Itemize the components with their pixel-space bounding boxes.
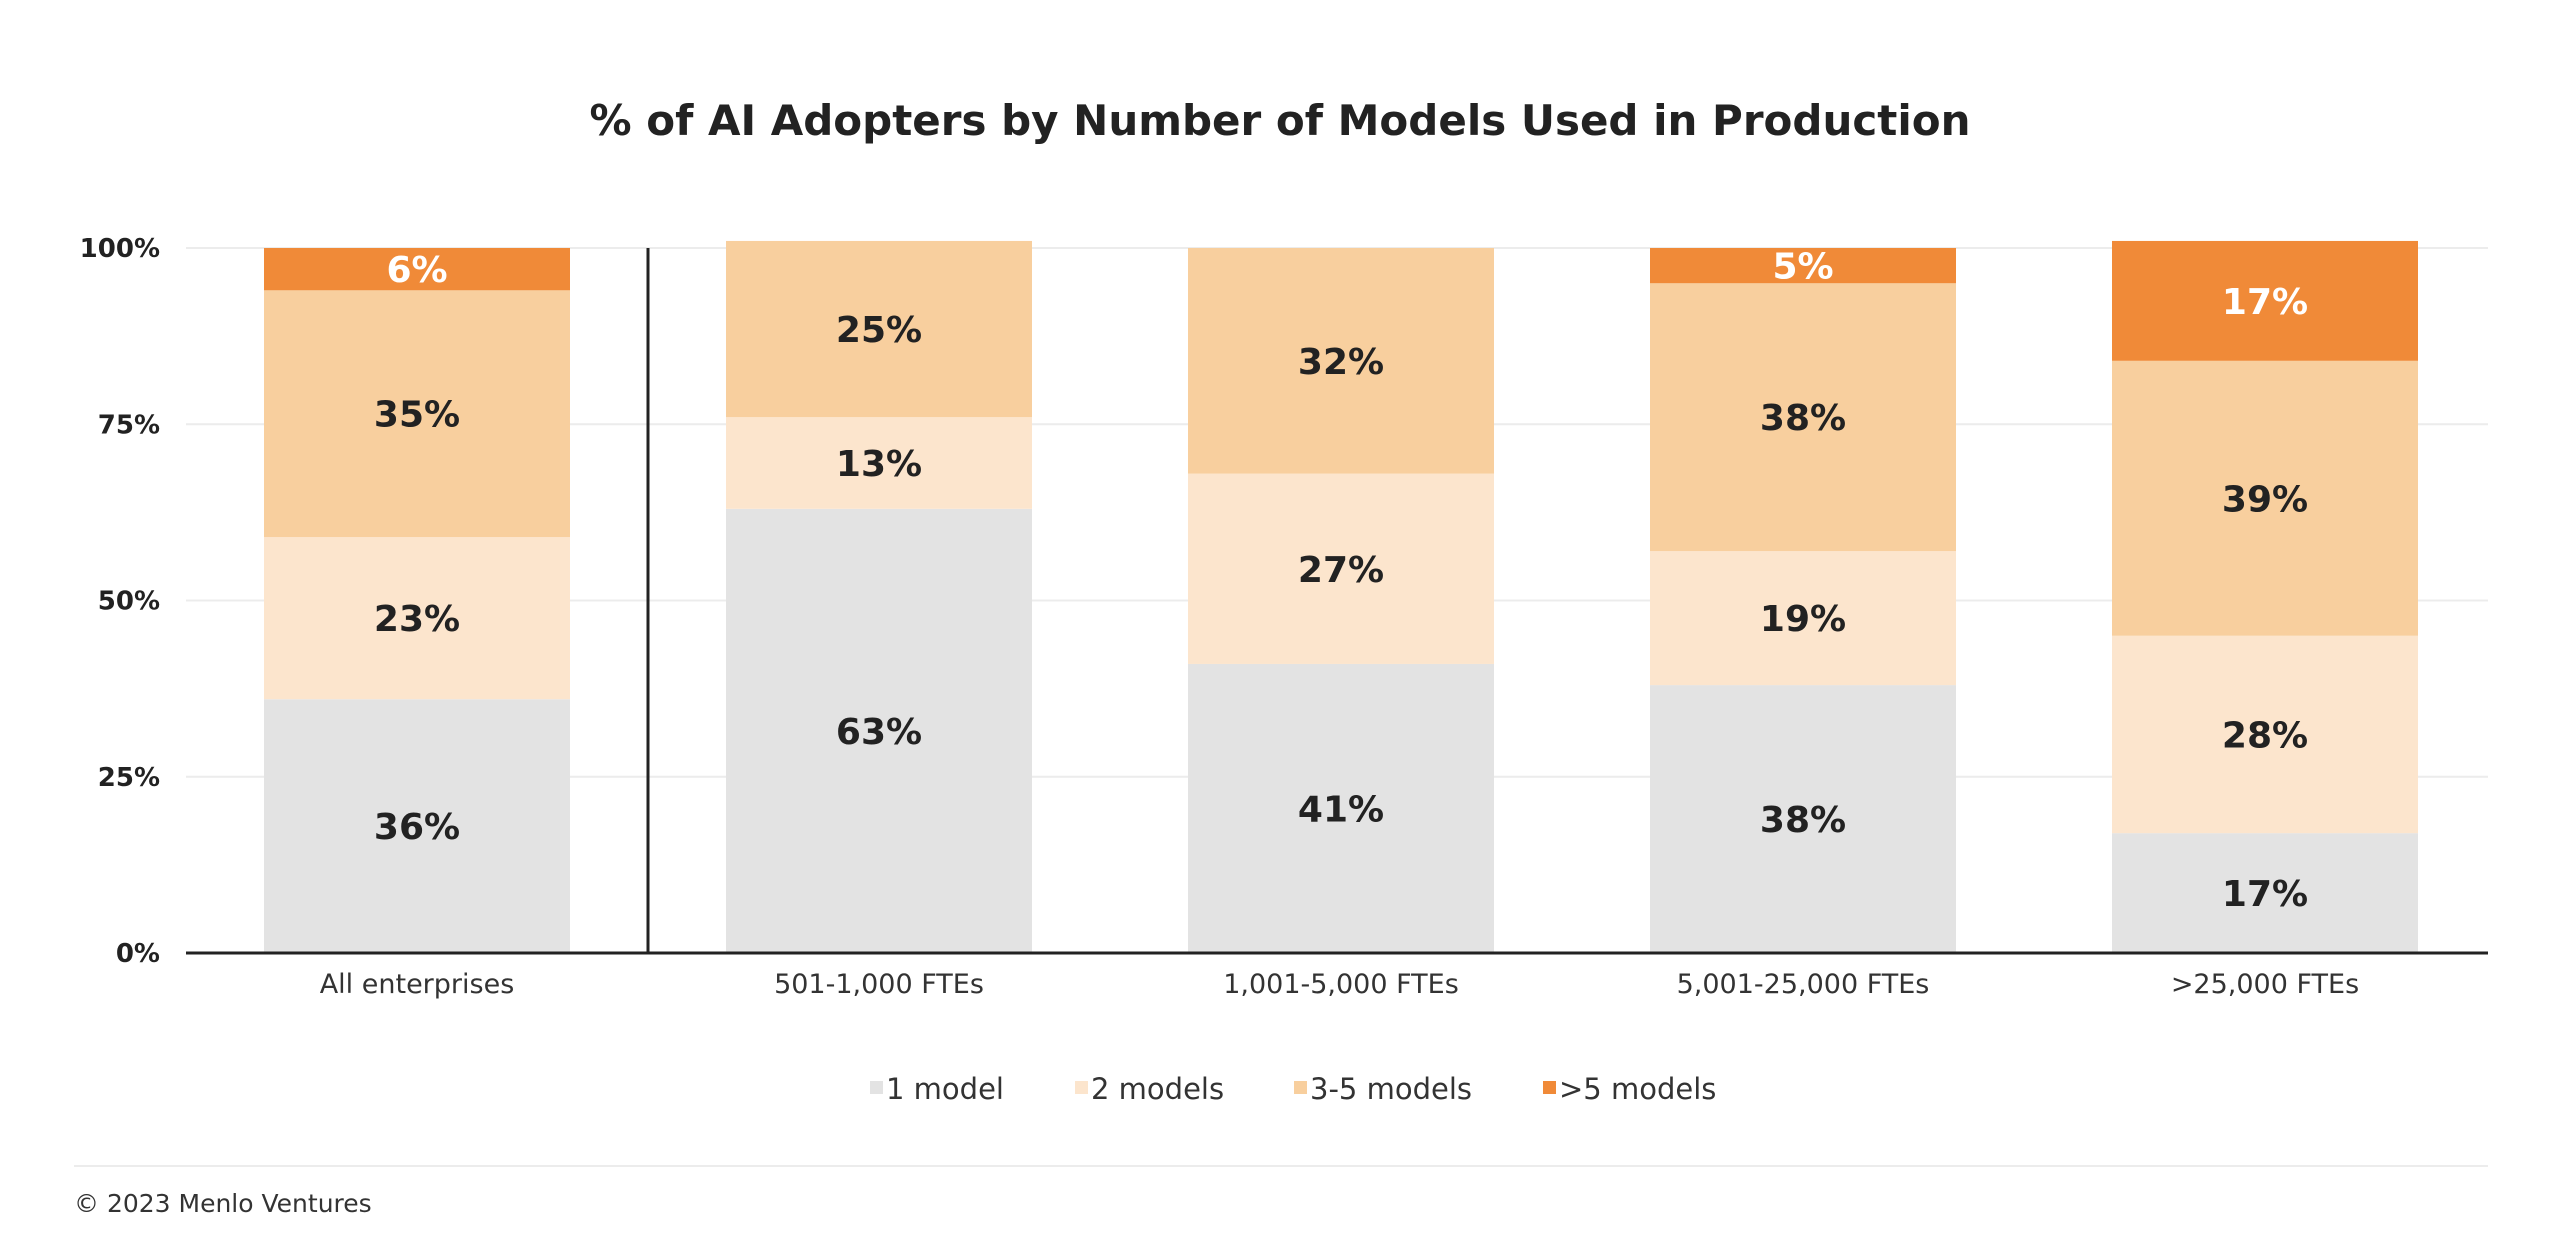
- bar-segment: [264, 537, 570, 700]
- bar-segment: [1650, 551, 1956, 686]
- data-label: 39%: [2222, 479, 2308, 520]
- data-label: 13%: [836, 444, 922, 485]
- y-tick-label: 0%: [116, 939, 160, 969]
- data-label: 63%: [836, 712, 922, 753]
- bar-segment: [726, 508, 1032, 953]
- legend-swatch: [1075, 1081, 1088, 1094]
- x-tick-label: 5,001-25,000 FTEs: [1677, 969, 1930, 1000]
- legend-label: >5 models: [1559, 1072, 1716, 1106]
- data-label: 6%: [386, 250, 447, 291]
- legend-item: >5 models: [1543, 1072, 1716, 1106]
- x-tick-label: >25,000 FTEs: [2171, 969, 2359, 1000]
- y-tick-label: 100%: [80, 234, 160, 264]
- legend-item: 1 model: [870, 1072, 1004, 1106]
- bar-segment: [264, 290, 570, 538]
- bar-segment: [264, 699, 570, 953]
- data-label: 17%: [2222, 874, 2308, 915]
- data-label: 41%: [1298, 789, 1384, 830]
- bar-segment: [726, 417, 1032, 509]
- data-label: 27%: [1298, 550, 1384, 591]
- bar-segment: [2112, 833, 2418, 953]
- bar-segment: [1188, 248, 1494, 474]
- bar-segment: [2112, 360, 2418, 636]
- data-label: 32%: [1298, 342, 1384, 383]
- bar-segment: [726, 240, 1032, 418]
- legend-swatch: [870, 1081, 883, 1094]
- data-label: 35%: [374, 395, 460, 436]
- bar-segment: [264, 248, 570, 291]
- data-label: 5%: [1772, 247, 1833, 288]
- data-label: 28%: [2222, 715, 2308, 756]
- data-label: 36%: [374, 807, 460, 848]
- bar-segment: [1188, 473, 1494, 664]
- data-label: 38%: [1760, 800, 1846, 841]
- bar-segment: [1650, 248, 1956, 284]
- data-label: 23%: [374, 599, 460, 640]
- data-label: 25%: [836, 310, 922, 351]
- y-tick-label: 50%: [98, 587, 160, 617]
- legend-item: 3-5 models: [1294, 1072, 1472, 1106]
- legend-label: 2 models: [1091, 1072, 1224, 1106]
- x-tick-label: All enterprises: [320, 969, 515, 1000]
- y-tick-label: 25%: [98, 763, 160, 793]
- bar-segment: [1188, 663, 1494, 953]
- x-tick-label: 1,001-5,000 FTEs: [1223, 969, 1459, 1000]
- footer-copyright: © 2023 Menlo Ventures: [74, 1189, 372, 1218]
- bar-segment: [1650, 685, 1956, 953]
- legend-item: 2 models: [1075, 1072, 1224, 1106]
- x-axis: All enterprises 501-1,000 FTEs 1,001-5,000…: [186, 248, 2488, 1000]
- data-labels: 36% 23% 35% 6% 63% 13% 25% 41% 27% 32% 38% 19% 38% 5%…: [374, 247, 2308, 915]
- legend-swatch: [1294, 1081, 1307, 1094]
- bar-segment: [1650, 283, 1956, 552]
- chart-title: % of AI Adopters by Number of Models Use…: [590, 96, 1971, 145]
- bar-segment: [2112, 635, 2418, 834]
- legend: 1 model 2 models 3-5 models >5 models: [870, 1072, 1716, 1106]
- legend-swatch: [1543, 1081, 1556, 1094]
- x-tick-label: 501-1,000 FTEs: [774, 969, 984, 1000]
- data-label: 17%: [2222, 282, 2308, 323]
- y-tick-label: 75%: [98, 410, 160, 440]
- y-axis: 0% 25% 50% 75% 100%: [80, 234, 160, 969]
- legend-label: 3-5 models: [1310, 1072, 1472, 1106]
- data-label: 19%: [1760, 599, 1846, 640]
- bars: [264, 240, 2418, 953]
- data-label: 38%: [1760, 398, 1846, 439]
- bar-segment: [2112, 240, 2418, 361]
- legend-label: 1 model: [886, 1072, 1004, 1106]
